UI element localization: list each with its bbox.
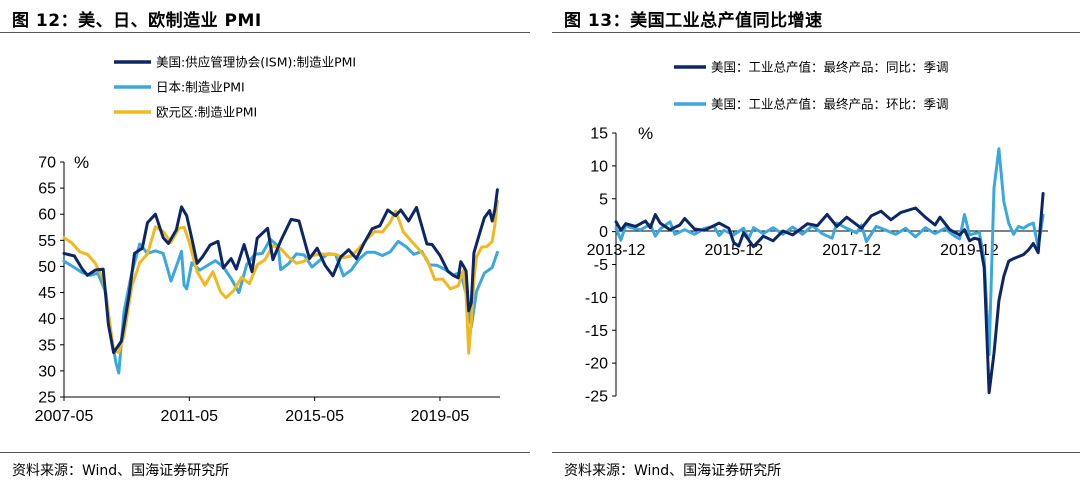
right-source: 资料来源：Wind、国海证券研究所: [564, 463, 782, 479]
left-panel: 图 12：美、日、欧制造业 PMI 25 30 35 40 45 50 55 60 65 70% 2…: [0, 0, 530, 488]
right-source-rule: [552, 452, 1080, 453]
left-y-tick-label: 55: [38, 233, 56, 250]
right-legend-label-1: 美国：工业总产值：最终产品：同比：季调: [711, 60, 949, 75]
left-x-tick-label: 2015-05: [285, 408, 344, 425]
left-series-line-1: [62, 188, 499, 355]
left-figure-title: 图 12：美、日、欧制造业 PMI: [12, 11, 262, 31]
right-y-tick-label: -15: [585, 323, 608, 340]
left-series-line-3: [62, 199, 499, 355]
left-chart: 25 30 35 40 45 50 55 60 65 70 % 2007-05 2011-05 2015-…: [35, 55, 500, 425]
left-source-rule: [0, 452, 530, 453]
right-x-tick-label: 2015-12: [704, 242, 763, 259]
right-figure-title: 图 13：美国工业总产值同比增速: [564, 11, 823, 31]
right-y-tick-label: -20: [585, 356, 608, 373]
left-y-tick-label: 65: [38, 181, 56, 198]
right-chart: -25 -20 -15 -10 -5 0 5 10 15 % 2013-12 2015-12 2017-…: [585, 60, 1048, 406]
left-y-tick-label: 35: [38, 337, 56, 354]
right-y-tick-label: 10: [590, 158, 608, 175]
right-y-tick-label: -25: [585, 389, 608, 406]
right-x-tick-label: 2019-12: [940, 242, 999, 259]
left-y-tick-label: 60: [38, 207, 56, 224]
left-y-tick-label: 45: [38, 285, 56, 302]
left-y-tick-label: 70: [38, 155, 56, 172]
right-series-line-1: [614, 192, 1045, 395]
left-legend-label-1: 美国:供应管理协会(ISM):制造业PMI: [156, 55, 356, 70]
left-source: 资料来源：Wind、国海证券研究所: [12, 463, 230, 479]
right-x-tick-label: 2013-12: [587, 242, 646, 259]
right-y-tick-label: -5: [594, 257, 608, 274]
right-y-tick-label: 15: [590, 126, 608, 143]
right-title-rule: [552, 32, 1080, 33]
left-legend-label-2: 日本:制造业PMI: [156, 80, 245, 95]
right-y-tick-label: 0: [599, 224, 608, 241]
right-legend-label-2: 美国：工业总产值：最终产品：环比：季调: [711, 97, 949, 112]
left-x-tick-label: 2011-05: [161, 408, 219, 425]
left-x-tick-label: 2007-05: [35, 408, 94, 425]
left-legend-label-3: 欧元区:制造业PMI: [156, 105, 257, 120]
left-y-tick-label: 25: [38, 390, 56, 407]
left-title-rule: [0, 32, 530, 33]
left-x-tick-label: 2019-05: [411, 408, 470, 425]
right-y-tick-label: -10: [585, 290, 608, 307]
right-series-line-2: [614, 147, 1045, 357]
left-y-tick-label: 40: [38, 311, 56, 328]
right-x-tick-label: 2017-12: [822, 242, 881, 259]
right-y-tick-label: 5: [599, 191, 608, 208]
left-y-tick-label: 30: [38, 363, 56, 380]
right-panel: 图 13：美国工业总产值同比增速 -25 -20 -15 -10 -5 0 5 10 15% 20…: [552, 0, 1080, 488]
right-unit-label: %: [638, 124, 653, 143]
left-unit-label: %: [74, 153, 89, 172]
left-y-tick-label: 50: [38, 259, 56, 276]
